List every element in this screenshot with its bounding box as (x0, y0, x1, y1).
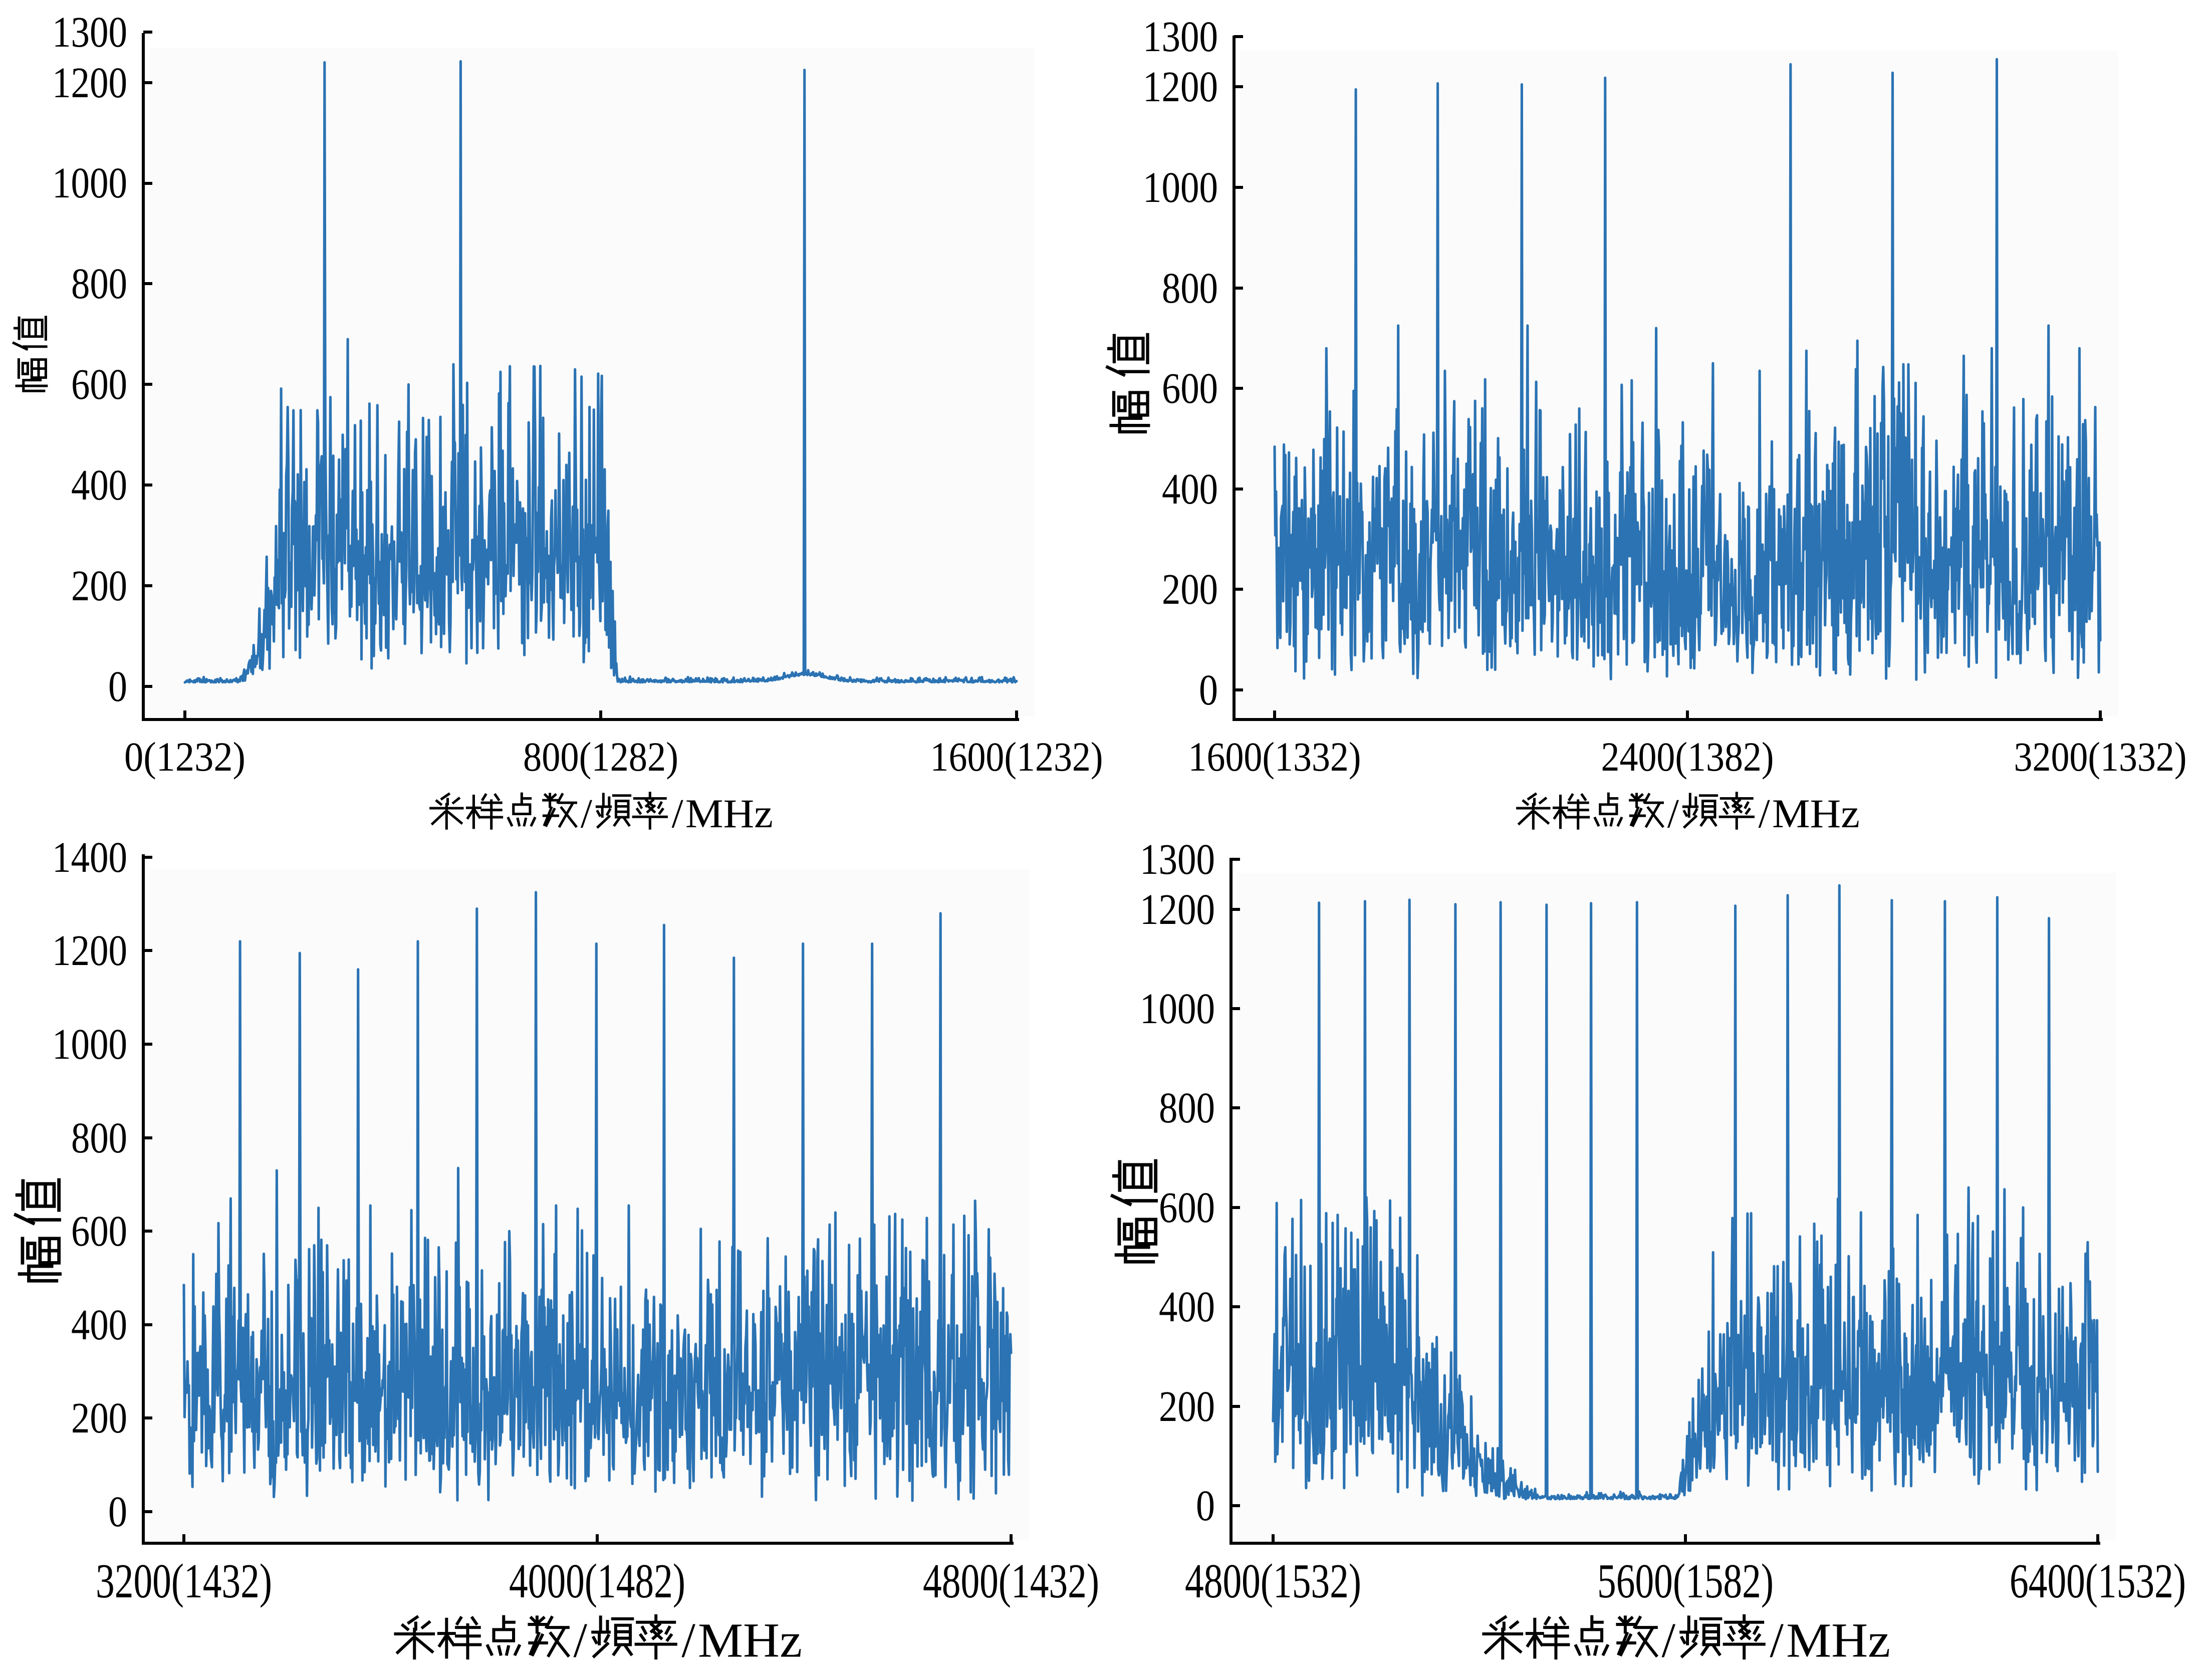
svg-text:200: 200 (1159, 1382, 1215, 1430)
svg-text:800: 800 (71, 1113, 127, 1162)
svg-text:800: 800 (1162, 264, 1218, 312)
svg-text:MHz: MHz (1772, 791, 1860, 836)
svg-text:600: 600 (1162, 364, 1218, 412)
svg-text:/: / (574, 1613, 588, 1668)
svg-text:0: 0 (108, 1487, 127, 1536)
svg-text:600: 600 (71, 360, 127, 408)
svg-text:1300: 1300 (1140, 835, 1215, 883)
svg-text:5600(1582): 5600(1582) (1597, 1554, 1774, 1608)
svg-text:/: / (1759, 790, 1771, 836)
svg-text:MHz: MHz (685, 791, 773, 836)
svg-text:/: / (1662, 1613, 1676, 1668)
svg-text:0: 0 (108, 662, 127, 710)
svg-text:1300: 1300 (52, 8, 127, 56)
svg-text:600: 600 (1159, 1183, 1215, 1232)
svg-text:1200: 1200 (1140, 885, 1215, 933)
svg-text:1400: 1400 (52, 833, 127, 881)
svg-text:200: 200 (71, 561, 127, 610)
svg-text:MHz: MHz (698, 1614, 802, 1667)
svg-text:1000: 1000 (1143, 163, 1218, 211)
svg-text:/: / (1770, 1613, 1784, 1668)
svg-text:3200(1432): 3200(1432) (96, 1554, 272, 1608)
svg-text:6400(1532): 6400(1532) (2010, 1554, 2186, 1608)
svg-text:400: 400 (1162, 464, 1218, 513)
svg-text:/: / (672, 790, 684, 836)
svg-text:MHz: MHz (1786, 1614, 1890, 1667)
svg-text:1000: 1000 (1140, 984, 1215, 1033)
svg-text:1000: 1000 (52, 158, 127, 207)
svg-text:0: 0 (1196, 1481, 1215, 1530)
svg-text:4800(1432): 4800(1432) (923, 1554, 1099, 1608)
svg-text:800(1282): 800(1282) (523, 734, 678, 780)
svg-text:800: 800 (71, 259, 127, 308)
svg-text:3200(1332): 3200(1332) (2014, 734, 2187, 780)
svg-text:1600(1232): 1600(1232) (930, 734, 1103, 780)
svg-text:0(1232): 0(1232) (124, 734, 245, 780)
svg-text:1200: 1200 (1143, 62, 1218, 111)
svg-text:4000(1482): 4000(1482) (509, 1554, 685, 1608)
svg-text:0: 0 (1199, 665, 1218, 714)
svg-text:1000: 1000 (52, 1020, 127, 1068)
svg-text:1200: 1200 (52, 926, 127, 975)
svg-text:1600(1332): 1600(1332) (1188, 734, 1361, 780)
svg-text:4800(1532): 4800(1532) (1185, 1554, 1361, 1608)
svg-text:/: / (1667, 790, 1679, 836)
svg-text:1200: 1200 (52, 58, 127, 107)
svg-text:600: 600 (71, 1207, 127, 1255)
svg-text:1300: 1300 (1143, 12, 1218, 61)
svg-text:200: 200 (1162, 565, 1218, 613)
svg-text:200: 200 (71, 1393, 127, 1442)
svg-text:400: 400 (1159, 1282, 1215, 1331)
svg-text:/: / (681, 1613, 695, 1668)
svg-text:400: 400 (71, 1300, 127, 1349)
svg-text:2400(1382): 2400(1382) (1601, 734, 1774, 780)
svg-text:800: 800 (1159, 1083, 1215, 1132)
svg-text:/: / (581, 790, 593, 836)
svg-text:400: 400 (71, 460, 127, 509)
